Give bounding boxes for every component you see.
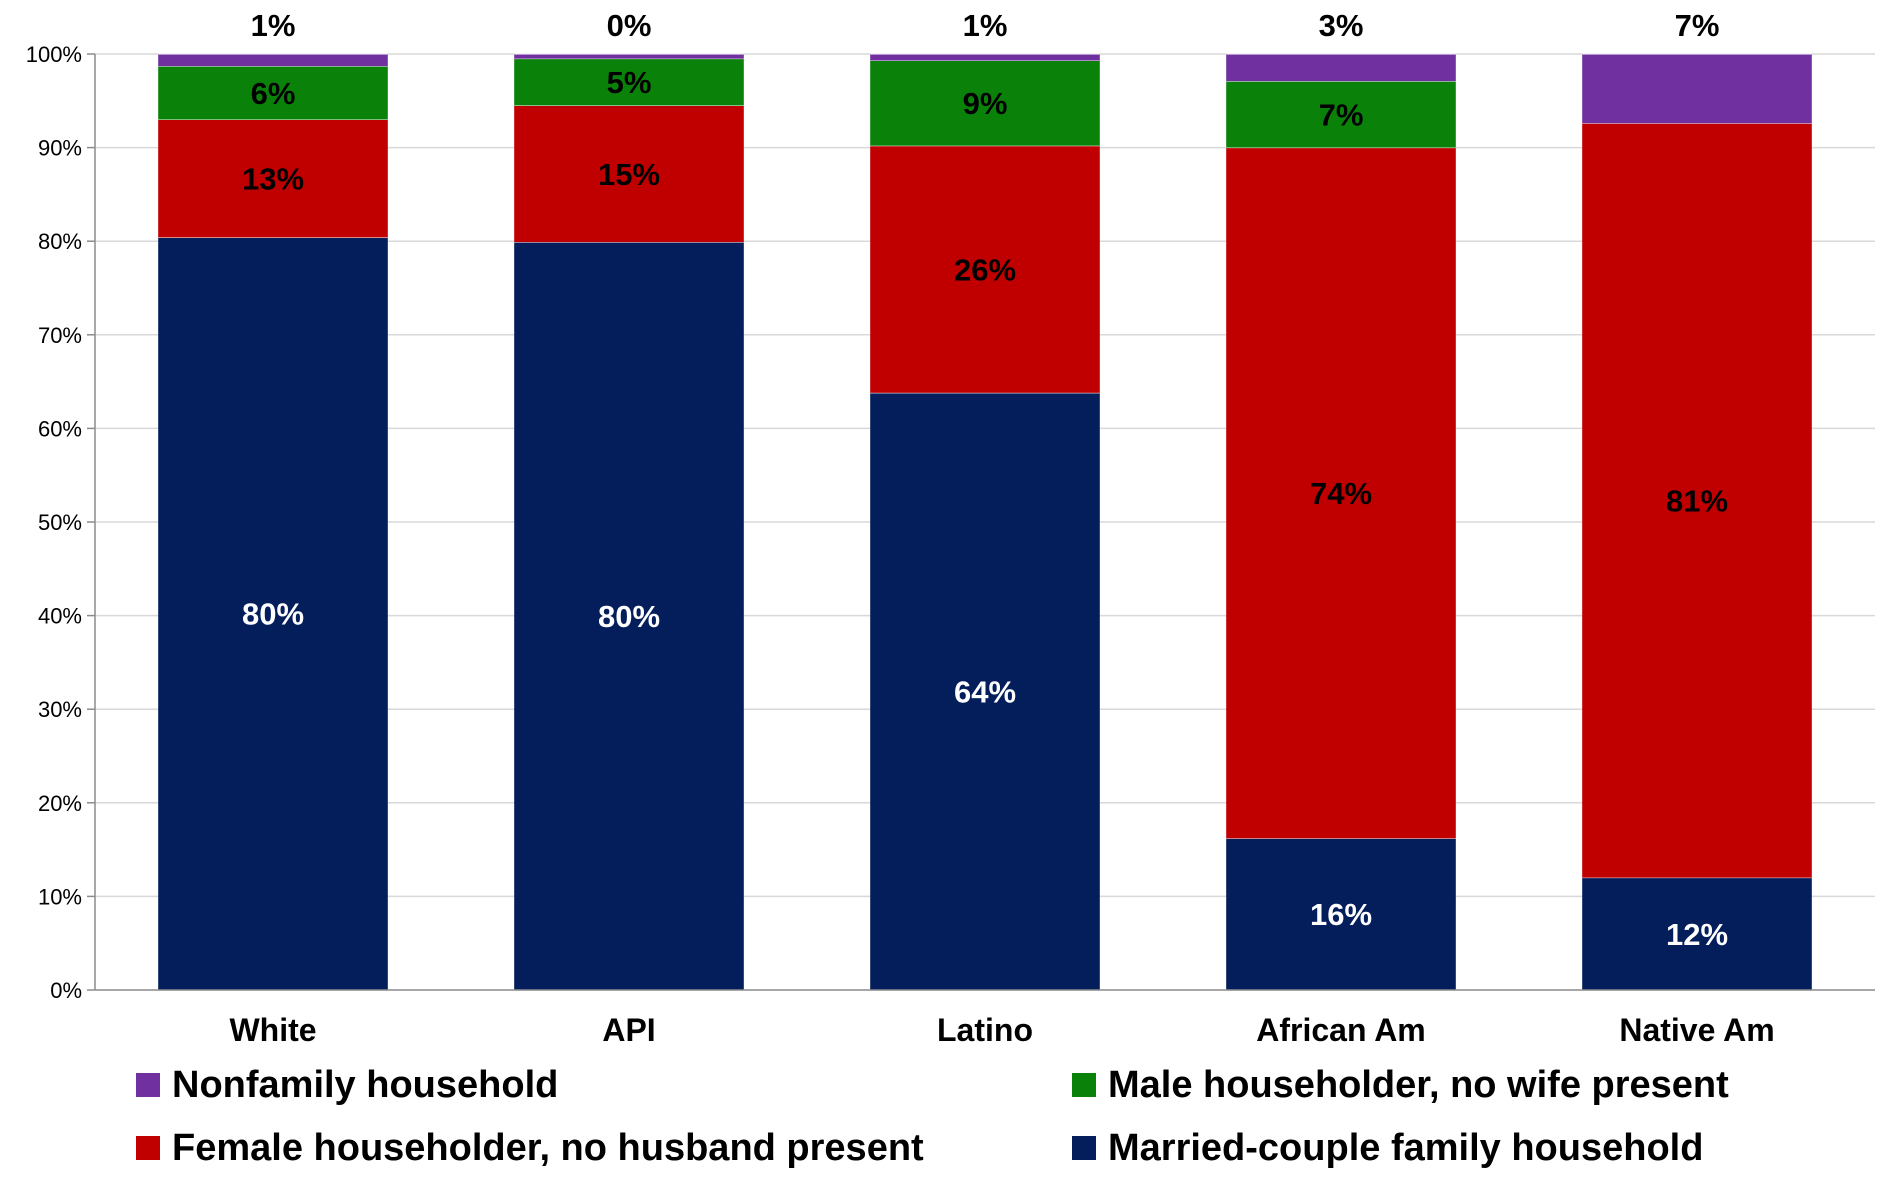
y-tick-label: 90% [38, 136, 82, 161]
y-tick-label: 10% [38, 884, 82, 909]
legend-swatch [136, 1136, 160, 1160]
y-tick-label: 70% [38, 323, 82, 348]
data-label-native-am-female-householder-no-husband-present: 81% [1666, 483, 1728, 518]
bar-segment-african-am-male-householder-no-wife-present [1226, 81, 1456, 148]
legend-swatch [1072, 1136, 1096, 1160]
bar-segment-african-am-married-couple-family-household [1226, 838, 1456, 990]
legend-label: Nonfamily household [172, 1064, 558, 1106]
bar-segment-api-female-householder-no-husband-present [514, 105, 744, 243]
bar-segment-white-female-householder-no-husband-present [158, 119, 388, 238]
bar-segment-white-nonfamily-household [158, 54, 388, 67]
y-tick-label: 100% [26, 42, 82, 67]
legend-item-female-householder-no-husband-present: Female householder, no husband present [136, 1127, 924, 1169]
legend-item-married-couple-family-household: Married-couple family household [1072, 1127, 1703, 1169]
legend-label: Female householder, no husband present [172, 1127, 924, 1169]
data-label-white-female-householder-no-husband-present: 13% [242, 161, 304, 196]
y-tick-label: 80% [38, 229, 82, 254]
legend-label: Male householder, no wife present [1108, 1064, 1729, 1106]
x-tick-label-api: API [602, 1012, 655, 1048]
bar-segment-api-married-couple-family-household [514, 242, 744, 991]
bar-segment-african-am-nonfamily-household [1226, 54, 1456, 82]
bar-segment-latino-married-couple-family-household [870, 392, 1100, 990]
bar-segment-api-nonfamily-household [514, 54, 744, 59]
data-label-latino-nonfamily-household: 1% [963, 8, 1008, 43]
x-tick-label-native-am: Native Am [1619, 1012, 1774, 1048]
y-tick-label: 50% [38, 510, 82, 535]
y-tick-label: 40% [38, 604, 82, 629]
y-tick-label: 0% [50, 978, 82, 1003]
bars: 80% 13% 6% 1% 80% 15% 5% 0% 64% 26% 9% 1% 16% 74% 7% 3%… [158, 8, 1812, 991]
bar-segment-native-am-nonfamily-household [1582, 54, 1812, 124]
y-tick-label: 20% [38, 791, 82, 816]
y-tick-label: 60% [38, 416, 82, 441]
legend-label: Married-couple family household [1108, 1127, 1703, 1169]
legend-swatch [1072, 1073, 1096, 1097]
x-tick-label-latino: Latino [937, 1012, 1033, 1048]
data-label-african-am-male-householder-no-wife-present: 7% [1319, 97, 1364, 132]
bar-segment-api-male-householder-no-wife-present [514, 58, 744, 106]
bar-segment-white-married-couple-family-household [158, 237, 388, 990]
data-label-api-female-householder-no-husband-present: 15% [598, 157, 660, 192]
data-label-african-am-female-householder-no-husband-present: 74% [1310, 476, 1372, 511]
x-tick-label-african-am: African Am [1256, 1012, 1426, 1048]
bar-segment-african-am-female-householder-no-husband-present [1226, 147, 1456, 839]
bar-segment-native-am-married-couple-family-household [1582, 877, 1812, 990]
bar-segment-latino-nonfamily-household [870, 54, 1100, 61]
data-label-latino-female-householder-no-husband-present: 26% [954, 252, 1016, 287]
bar-segment-native-am-female-householder-no-husband-present [1582, 123, 1812, 878]
data-label-white-married-couple-family-household: 80% [242, 597, 304, 632]
data-label-white-male-householder-no-wife-present: 6% [251, 76, 296, 111]
legend-item-nonfamily-household: Nonfamily household [136, 1064, 558, 1106]
y-tick-label: 30% [38, 697, 82, 722]
data-label-african-am-married-couple-family-household: 16% [1310, 897, 1372, 932]
y-axis: 0% 10% 20% 30% 40% 50% 60% 70% 80% 90% 100% [26, 42, 96, 1003]
x-axis: White API Latino African Am Native Am [95, 989, 1875, 1048]
legend-swatch [136, 1073, 160, 1097]
data-label-native-am-married-couple-family-household: 12% [1666, 917, 1728, 952]
legend-item-male-householder-no-wife-present: Male householder, no wife present [1072, 1064, 1729, 1106]
legend: Nonfamily household Male householder, no … [136, 1064, 1729, 1169]
data-label-api-nonfamily-household: 0% [607, 8, 652, 43]
data-label-african-am-nonfamily-household: 3% [1319, 8, 1364, 43]
data-label-api-married-couple-family-household: 80% [598, 599, 660, 634]
data-label-latino-male-householder-no-wife-present: 9% [963, 86, 1008, 121]
data-label-latino-married-couple-family-household: 64% [954, 674, 1016, 709]
bar-segment-white-male-householder-no-wife-present [158, 66, 388, 120]
x-tick-label-white: White [229, 1012, 316, 1048]
bar-segment-latino-female-householder-no-husband-present [870, 145, 1100, 393]
data-label-white-nonfamily-household: 1% [251, 8, 296, 43]
data-label-api-male-householder-no-wife-present: 5% [607, 65, 652, 100]
bar-segment-latino-male-householder-no-wife-present [870, 60, 1100, 146]
data-label-native-am-nonfamily-household: 7% [1675, 8, 1720, 43]
